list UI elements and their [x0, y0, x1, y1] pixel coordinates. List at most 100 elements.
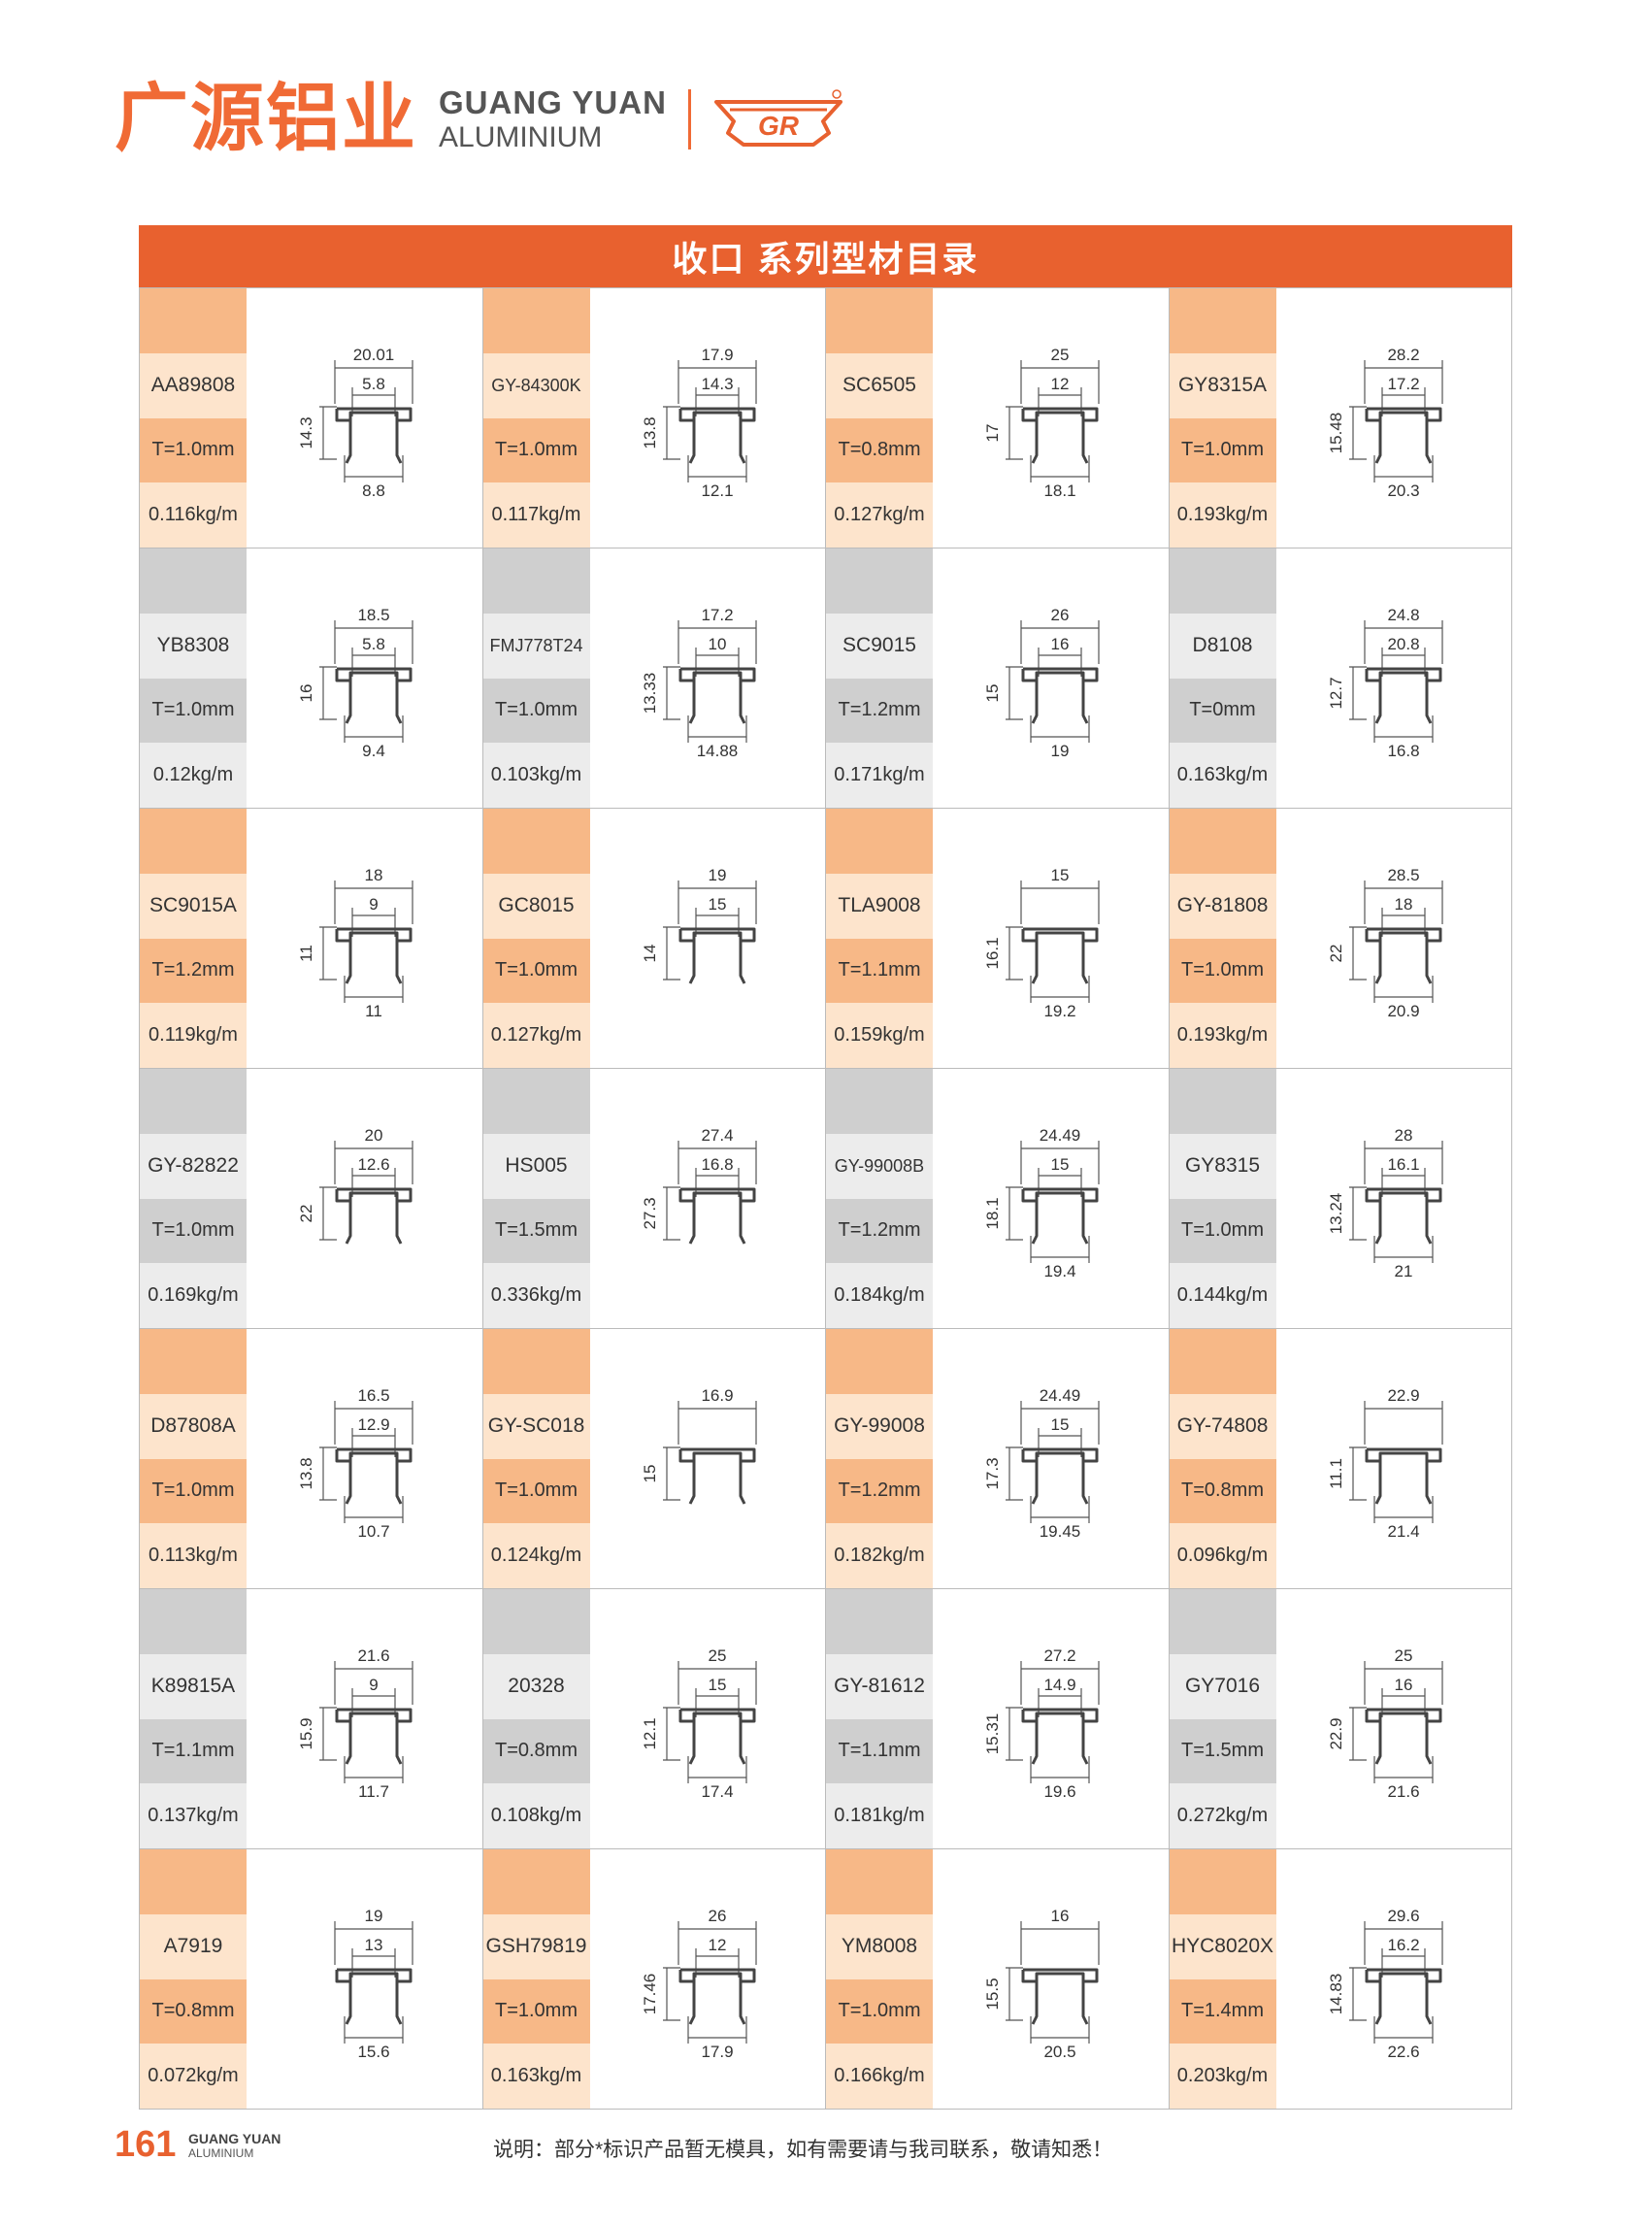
product-cell: GY-SC018 T=1.0mm 0.124kg/m 16.9 15 — [482, 1328, 826, 1588]
dim-top-width: 19 — [365, 1907, 383, 1925]
color-band — [482, 809, 590, 874]
dim-mid-width: 5.8 — [362, 635, 385, 653]
product-thickness: T=1.0mm — [482, 1458, 590, 1524]
dim-left-height: 15.5 — [983, 1978, 1002, 2010]
product-cell: D8108 T=0mm 0.163kg/m 24.8 20.8 12.7 16.8 — [1169, 548, 1512, 808]
color-band — [1169, 288, 1276, 353]
product-thickness: T=1.5mm — [482, 1198, 590, 1264]
dim-left-height: 15.31 — [983, 1712, 1002, 1754]
dim-top-width: 15 — [1051, 866, 1070, 884]
profile-diagram: 25 16 22.9 21.6 — [1327, 1646, 1443, 1801]
product-info: GY-81808 T=1.0mm 0.193kg/m — [1169, 809, 1276, 1068]
dim-mid-width: 16 — [1394, 1676, 1412, 1694]
profile-shape — [335, 927, 413, 984]
profile-diagram: 28.2 17.2 15.48 20.3 — [1327, 346, 1443, 500]
dim-top-width: 24.49 — [1040, 1126, 1081, 1145]
dim-bottom-width: 21.6 — [1387, 1782, 1419, 1801]
product-cell: GY-81808 T=1.0mm 0.193kg/m 28.5 18 22 20.9 — [1169, 808, 1512, 1068]
product-weight: 0.124kg/m — [482, 1523, 590, 1588]
color-band — [482, 1069, 590, 1134]
color-band — [826, 1069, 933, 1134]
dim-top-width: 27.2 — [1044, 1646, 1076, 1665]
dim-bottom-width: 9.4 — [362, 742, 385, 760]
dim-left-height: 14 — [641, 944, 659, 962]
product-cell: YM8008 T=1.0mm 0.166kg/m 16 15.5 20.5 — [826, 1848, 1170, 2109]
profile-diagram: 20 12.6 22 — [297, 1126, 413, 1245]
profile-shape — [1021, 667, 1099, 724]
dimension-lines — [662, 1400, 757, 1501]
dim-top-width: 18.5 — [358, 606, 390, 624]
product-cell: 20328 T=0.8mm 0.108kg/m 25 15 12.1 17.4 — [482, 1588, 826, 1848]
product-cell: SC9015 T=1.2mm 0.171kg/m 26 16 15 19 — [826, 548, 1170, 808]
dim-top-width: 28.2 — [1387, 346, 1419, 364]
profile-shape — [1365, 1968, 1442, 2025]
product-cell: GY7016 T=1.5mm 0.272kg/m 25 16 22.9 21.6 — [1169, 1588, 1512, 1848]
color-band — [482, 288, 590, 353]
dim-mid-width: 12.6 — [358, 1155, 390, 1174]
dim-left-height: 12.7 — [1327, 677, 1345, 709]
dim-bottom-width: 10.7 — [358, 1522, 390, 1541]
color-band — [1169, 1329, 1276, 1394]
dim-mid-width: 9 — [370, 895, 379, 914]
product-cell: GY-81612 T=1.1mm 0.181kg/m 27.2 14.9 15.31 19.… — [826, 1588, 1170, 1848]
profile-shape — [335, 1968, 413, 2025]
product-code: HS005 — [482, 1133, 590, 1199]
profile-diagram: 26 12 17.46 17.9 — [641, 1907, 757, 2061]
product-cell: GY-82822 T=1.0mm 0.169kg/m 20 12.6 22 — [140, 1068, 483, 1328]
page-number: 161 — [115, 2124, 177, 2165]
dim-left-height: 15 — [641, 1464, 659, 1482]
product-cell: GC8015 T=1.0mm 0.127kg/m 19 15 14 — [482, 808, 826, 1068]
dim-bottom-width: 19.2 — [1044, 1002, 1076, 1020]
profile-drawing: 19 15 14 — [590, 809, 826, 1068]
product-code: K89815A — [140, 1653, 247, 1719]
product-thickness: T=1.0mm — [482, 938, 590, 1004]
product-code: GY-SC018 — [482, 1393, 590, 1459]
dim-bottom-width: 18.1 — [1044, 482, 1076, 500]
profile-drawing: 17.9 14.3 13.8 12.1 — [590, 288, 826, 548]
product-thickness: T=1.0mm — [140, 678, 247, 744]
product-cell: HS005 T=1.5mm 0.336kg/m 27.4 16.8 27.3 — [482, 1068, 826, 1328]
dim-left-height: 27.3 — [641, 1197, 659, 1229]
dim-bottom-width: 20.5 — [1044, 2043, 1076, 2061]
dim-left-height: 13.8 — [641, 416, 659, 449]
profile-drawing: 22.9 11.1 21.4 — [1276, 1329, 1512, 1588]
product-info: GY-SC018 T=1.0mm 0.124kg/m — [482, 1329, 590, 1588]
dim-top-width: 17.9 — [701, 346, 733, 364]
dim-top-width: 26 — [708, 1907, 726, 1925]
product-thickness: T=0.8mm — [826, 417, 933, 483]
profile-shape — [678, 1447, 756, 1505]
product-code: GY7016 — [1169, 1653, 1276, 1719]
color-band — [826, 1329, 933, 1394]
dim-top-width: 24.8 — [1387, 606, 1419, 624]
product-weight: 0.182kg/m — [826, 1523, 933, 1588]
dim-mid-width: 13 — [365, 1936, 383, 1954]
product-info: SC9015 T=1.2mm 0.171kg/m — [826, 548, 933, 808]
product-info: GY7016 T=1.5mm 0.272kg/m — [1169, 1589, 1276, 1848]
profile-diagram: 25 15 12.1 17.4 — [641, 1646, 757, 1801]
dim-bottom-width: 11.7 — [358, 1782, 389, 1801]
product-cell: GY8315A T=1.0mm 0.193kg/m 28.2 17.2 15.48 20.3 — [1169, 287, 1512, 548]
product-thickness: T=1.2mm — [140, 938, 247, 1004]
product-code: GY-82822 — [140, 1133, 247, 1199]
color-band — [826, 548, 933, 614]
profile-diagram: 27.2 14.9 15.31 19.6 — [983, 1646, 1100, 1801]
profile-diagram: 15 16.1 19.2 — [983, 866, 1100, 1020]
profile-drawing: 28 16.1 13.24 21 — [1276, 1069, 1512, 1328]
product-code: GY8315A — [1169, 352, 1276, 418]
product-weight: 0.181kg/m — [826, 1783, 933, 1848]
product-thickness: T=1.0mm — [1169, 938, 1276, 1004]
product-weight: 0.113kg/m — [140, 1523, 247, 1588]
product-cell: SC9015A T=1.2mm 0.119kg/m 18 9 11 11 — [140, 808, 483, 1068]
dim-mid-width: 20.8 — [1387, 635, 1419, 653]
dim-top-width: 22.9 — [1387, 1386, 1419, 1405]
profile-diagram: 18.5 5.8 16 9.4 — [297, 606, 413, 760]
product-info: 20328 T=0.8mm 0.108kg/m — [482, 1589, 590, 1848]
profile-diagram: 17.2 10 13.33 14.88 — [641, 606, 757, 760]
dim-left-height: 13.8 — [297, 1457, 315, 1489]
product-weight: 0.159kg/m — [826, 1003, 933, 1068]
product-weight: 0.072kg/m — [140, 2044, 247, 2109]
dim-left-height: 22 — [297, 1204, 315, 1222]
dimension-lines — [662, 359, 757, 482]
product-cell: HYC8020X T=1.4mm 0.203kg/m 29.6 16.2 14.83 22.… — [1169, 1848, 1512, 2109]
dim-bottom-width: 19.45 — [1040, 1522, 1081, 1541]
